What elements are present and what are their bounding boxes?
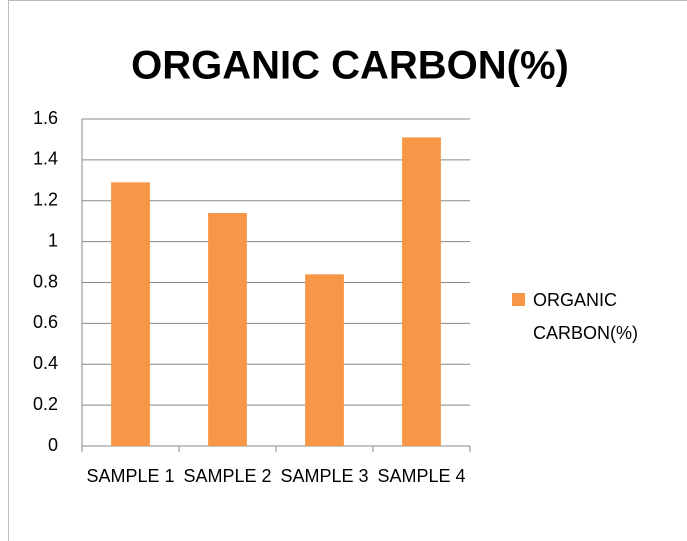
x-tick-label: SAMPLE 4 — [377, 466, 466, 486]
y-tick-label: 0.8 — [33, 271, 58, 291]
x-tick-label: SAMPLE 3 — [280, 466, 369, 486]
x-tick-label: SAMPLE 2 — [183, 466, 272, 486]
x-tick-label: SAMPLE 1 — [86, 466, 175, 486]
y-tick-label: 0.4 — [33, 353, 58, 373]
legend-label: ORGANIC CARBON(%) — [533, 290, 639, 343]
bar — [305, 274, 344, 446]
bar — [208, 213, 247, 446]
y-tick-label: 1.2 — [33, 190, 58, 210]
y-tick-label: 1.6 — [33, 108, 58, 128]
bar — [111, 182, 150, 446]
chart-title: ORGANIC CARBON(%) — [131, 44, 569, 88]
y-tick-label: 0.2 — [33, 394, 58, 414]
legend-swatch — [512, 293, 525, 306]
y-tick-label: 0 — [48, 435, 58, 455]
y-tick-label: 1.4 — [33, 149, 58, 169]
chart-border — [8, 0, 687, 541]
y-tick-label: 1 — [48, 230, 58, 250]
bar — [402, 137, 441, 447]
y-tick-label: 0.6 — [33, 312, 58, 332]
